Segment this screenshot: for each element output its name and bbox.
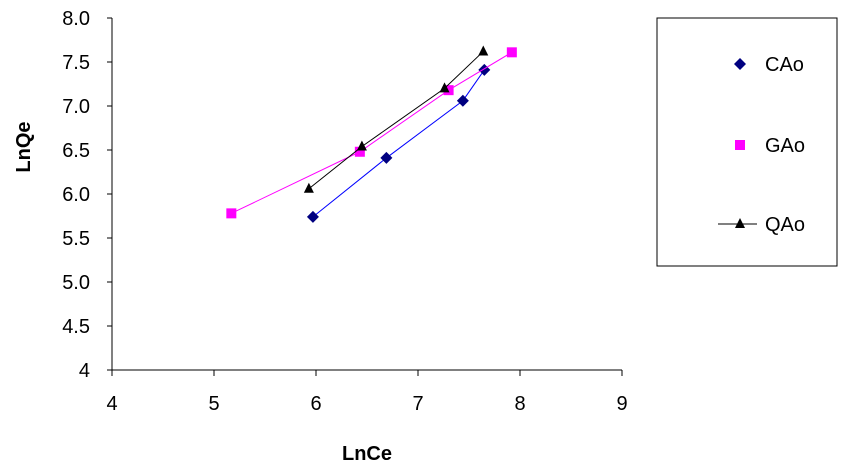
- legend-item: GAo: [735, 135, 805, 157]
- data-point: [306, 210, 319, 223]
- data-point: [439, 82, 450, 93]
- series-gao: [226, 47, 517, 219]
- legend: CAo GAo QAo: [656, 17, 838, 267]
- y-tick-label: 7.5: [62, 52, 90, 74]
- data-point: [380, 151, 393, 164]
- data-point: [356, 140, 367, 151]
- y-tick-label: 8.0: [62, 8, 90, 30]
- legend-box: [656, 17, 838, 267]
- y-tick-label: 6.5: [62, 140, 90, 162]
- series-line: [308, 51, 484, 190]
- y-tick-label: 5.0: [62, 272, 90, 294]
- series-line: [231, 51, 513, 214]
- legend-marker: [735, 218, 745, 228]
- y-tick-label: 5.5: [62, 228, 90, 250]
- x-axis-title: LnCe: [342, 443, 392, 465]
- x-tick-label: 6: [310, 393, 321, 415]
- data-point: [478, 45, 489, 56]
- data-point: [443, 85, 454, 96]
- x-ticks: 4 5 6 7 8 9: [106, 370, 628, 415]
- legend-label: QAo: [765, 214, 805, 236]
- x-tick-label: 7: [412, 393, 423, 415]
- series-qao: [303, 45, 489, 193]
- legend-label: GAo: [765, 135, 805, 157]
- y-ticks: 4 4.5 5.0 5.5 6.0 6.5 7.0 7.5 8.0: [62, 8, 112, 382]
- series-cao: [306, 63, 491, 223]
- legend-item: QAo: [718, 214, 805, 236]
- legend-item: CAo: [734, 54, 804, 76]
- data-point: [226, 208, 237, 219]
- x-tick-label: 9: [616, 393, 627, 415]
- data-point: [456, 94, 469, 107]
- series-line: [312, 69, 485, 218]
- data-point: [303, 182, 314, 193]
- y-tick-label: 4: [79, 360, 90, 382]
- y-tick-label: 6.0: [62, 184, 90, 206]
- data-point: [354, 146, 365, 157]
- legend-marker: [735, 140, 745, 150]
- legend-items: CAo GAo QAo: [718, 54, 805, 236]
- legend-label: CAo: [765, 54, 804, 76]
- x-tick-label: 8: [514, 393, 525, 415]
- y-tick-label: 4.5: [62, 316, 90, 338]
- x-tick-label: 5: [208, 393, 219, 415]
- x-tick-label: 4: [106, 393, 117, 415]
- y-tick-label: 7.0: [62, 96, 90, 118]
- legend-marker: [734, 58, 746, 70]
- data-point: [506, 47, 517, 58]
- y-axis-title: LnQe: [13, 121, 35, 172]
- series-layer: [226, 45, 517, 223]
- axes: [111, 18, 622, 371]
